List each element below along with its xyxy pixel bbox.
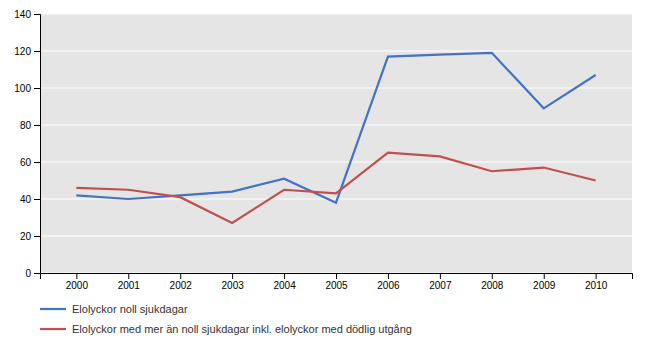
x-tick-label: 2002 — [170, 280, 193, 291]
x-tick-mark — [388, 273, 389, 279]
legend-item: Elolyckor noll sjukdagar — [40, 303, 188, 315]
x-tick-mark — [232, 273, 233, 279]
grid-line — [40, 88, 632, 89]
x-tick: 2005 — [325, 273, 348, 291]
y-tick-mark — [34, 273, 40, 274]
x-tick: 2006 — [377, 273, 400, 291]
legend-swatch — [40, 308, 66, 310]
y-tick: 80 — [20, 120, 40, 131]
y-tick-label: 140 — [14, 9, 31, 20]
x-tick-mark — [180, 273, 181, 279]
plot: 2000 2001 2002 2003 2004 2005 2006 2007 2008 2009… — [14, 9, 632, 291]
x-tick: 2008 — [481, 273, 504, 291]
x-tick: 2000 — [66, 273, 89, 291]
x-axis: 2000 2001 2002 2003 2004 2005 2006 2007 2008 2009… — [41, 273, 633, 291]
grid-line — [40, 14, 632, 15]
y-tick-mark — [34, 14, 40, 15]
legend-swatch — [40, 328, 66, 330]
x-tick-label: 2010 — [585, 280, 608, 291]
x-tick-label: 2009 — [533, 280, 556, 291]
y-tick: 0 — [25, 268, 40, 279]
x-tick-mark — [492, 273, 493, 279]
x-tick-mark — [336, 273, 337, 279]
x-tick: 2007 — [429, 273, 452, 291]
y-tick-label: 100 — [14, 83, 31, 94]
legend: Elolyckor noll sjukdagar Elolyckor med me… — [40, 303, 412, 335]
y-tick-mark — [34, 162, 40, 163]
y-tick-label: 20 — [20, 231, 32, 242]
x-tick-label: 2001 — [118, 280, 141, 291]
x-tick-mark — [128, 273, 129, 279]
x-tick-label: 2000 — [66, 280, 89, 291]
x-tick-label: 2004 — [273, 280, 296, 291]
x-tick-label: 2007 — [429, 280, 452, 291]
y-tick: 120 — [14, 46, 40, 57]
x-tick-mark — [76, 273, 77, 279]
x-tick-mark — [440, 273, 441, 279]
grid-line — [40, 236, 632, 237]
grid-line — [40, 125, 632, 126]
grid — [40, 14, 632, 273]
y-tick-label: 0 — [25, 268, 31, 279]
grid-line — [40, 162, 632, 163]
x-tick-label: 2008 — [481, 280, 504, 291]
y-tick: 100 — [14, 83, 40, 94]
x-axis-line — [41, 274, 633, 280]
x-tick: 2009 — [533, 273, 556, 291]
x-tick-label: 2006 — [377, 280, 400, 291]
x-tick-label: 2005 — [325, 280, 348, 291]
y-tick-label: 60 — [20, 157, 32, 168]
x-tick: 2003 — [222, 273, 245, 291]
x-tick: 2002 — [170, 273, 193, 291]
y-tick-mark — [34, 236, 40, 237]
y-tick: 20 — [20, 231, 40, 242]
y-tick: 40 — [20, 194, 40, 205]
x-tick-label: 2003 — [222, 280, 245, 291]
grid-line — [40, 51, 632, 52]
lines — [76, 53, 595, 223]
x-tick-mark — [544, 273, 545, 279]
x-tick-mark — [284, 273, 285, 279]
legend-item: Elolyckor med mer än noll sjukdagar inkl… — [40, 323, 412, 335]
y-tick-label: 40 — [20, 194, 32, 205]
y-tick-mark — [34, 125, 40, 126]
x-tick: 2010 — [585, 273, 608, 291]
x-tick-mark — [596, 273, 597, 279]
plot-background — [40, 14, 632, 273]
y-tick: 140 — [14, 9, 40, 20]
y-tick-mark — [34, 51, 40, 52]
y-axis: 0 20 40 60 80 100 120 140 — [14, 9, 40, 279]
line — [76, 53, 595, 203]
y-tick: 60 — [20, 157, 40, 168]
line — [76, 153, 595, 223]
y-tick-mark — [34, 88, 40, 89]
x-tick: 2004 — [273, 273, 296, 291]
y-axis-line — [34, 15, 41, 274]
legend-label: Elolyckor med mer än noll sjukdagar inkl… — [72, 323, 412, 335]
x-tick: 2001 — [118, 273, 141, 291]
y-tick-mark — [34, 199, 40, 200]
chart: 2000 2001 2002 2003 2004 2005 2006 2007 2008 2009… — [0, 0, 652, 353]
legend-label: Elolyckor noll sjukdagar — [72, 303, 188, 315]
y-tick-label: 80 — [20, 120, 32, 131]
y-tick-label: 120 — [14, 46, 31, 57]
